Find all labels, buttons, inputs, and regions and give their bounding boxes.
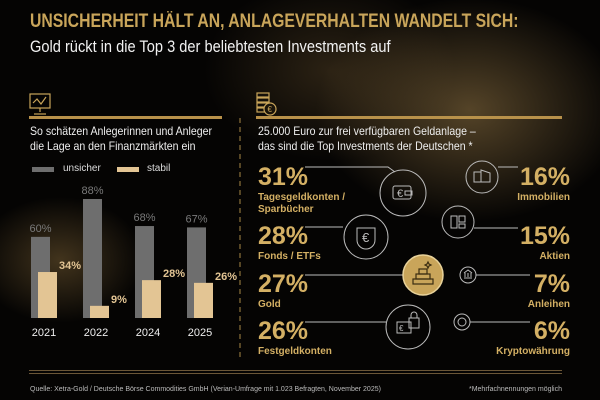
buildings-icon — [465, 160, 499, 194]
item-anleihen: 7% Anleihen — [528, 270, 570, 311]
x-tick-2024: 2024 — [136, 327, 160, 339]
x-tick-2022: 2022 — [84, 327, 108, 339]
item-label: Gold — [258, 299, 281, 310]
connector-graphics: € € € — [305, 160, 530, 350]
item-pct: 31% — [258, 163, 309, 191]
wallet-euro-icon — [379, 169, 427, 217]
footer-line-1 — [29, 370, 562, 371]
item-pct: 6% — [533, 317, 570, 345]
item-tagesgeld: 31% Tagesgeldkonten / Sparbücher — [258, 163, 345, 216]
chart-presentation-icon — [29, 93, 51, 115]
legend-label-stabil: stabil — [147, 163, 171, 174]
item-label: Kryptowährung — [496, 346, 570, 357]
item-pct: 27% — [258, 270, 309, 298]
coins-euro-icon: € — [256, 92, 277, 116]
legend-swatch-stabil — [117, 167, 139, 172]
connector-line-tagesgeld — [305, 166, 396, 173]
bar-label-unsicher-2025: 67% — [185, 213, 207, 225]
gold-bars-icon — [402, 254, 444, 296]
item-aktien: 15% Aktien — [520, 222, 570, 263]
bar-chart: 60% 34% 2021 88% 9% 2022 68% 28% 2024 67% 26% 2025 — [29, 185, 237, 339]
main-title: UNSICHERHEIT HÄLT AN, ANLAGEVERHALTEN WA… — [30, 11, 519, 32]
bar-stabil-2024 — [142, 280, 161, 318]
item-label: Anleihen — [527, 299, 570, 310]
left-divider — [29, 116, 222, 119]
bar-label-stabil-2024: 28% — [163, 268, 185, 280]
item-label: Tagesgeldkonten / — [258, 192, 346, 203]
svg-text:€: € — [397, 188, 403, 200]
item-label-line2: Sparbücher — [258, 204, 314, 215]
right-heading-line1: 25.000 Euro zur frei verfügbaren Geldanl… — [258, 124, 476, 138]
left-heading-line1: So schätzen Anlegerinnen und Anleger — [30, 124, 213, 138]
bar-label-stabil-2022: 9% — [111, 294, 127, 306]
item-immobilien: 16% Immobilien — [517, 163, 570, 204]
bar-label-stabil-2021: 34% — [59, 260, 81, 272]
bar-stabil-2022 — [90, 305, 109, 318]
bar-label-unsicher-2022: 88% — [81, 185, 103, 197]
footnote: *Mehrfachnennungen möglich — [468, 386, 562, 393]
bar-stabil-2021 — [38, 272, 57, 318]
source-note: Quelle: Xetra-Gold / Deutsche Börse Comm… — [30, 386, 381, 393]
left-heading: So schätzen Anlegerinnen und Anleger die … — [30, 124, 212, 154]
item-label: Festgeldkonten — [258, 346, 332, 357]
footer-line-2 — [29, 373, 562, 374]
bar-label-stabil-2025: 26% — [215, 271, 237, 283]
right-heading: 25.000 Euro zur frei verfügbaren Geldanl… — [258, 124, 476, 154]
legend-label-unsicher: unsicher — [63, 163, 101, 174]
panel-divider — [239, 118, 241, 358]
item-label: Fonds / ETFs — [258, 251, 321, 262]
euro-shield-icon — [343, 214, 389, 260]
svg-text:€: € — [268, 105, 273, 114]
bar-unsicher-2022 — [83, 199, 102, 318]
legend-swatch-unsicher — [32, 167, 54, 172]
item-pct: 26% — [258, 317, 309, 345]
euro-lock-icon — [385, 304, 431, 350]
item-festgeld: 26% Festgeldkonten — [258, 317, 332, 358]
item-pct: 15% — [519, 222, 570, 250]
svg-text:€: € — [362, 230, 370, 245]
item-pct: 28% — [258, 222, 309, 250]
bar-stabil-2025 — [194, 282, 213, 318]
x-tick-2025: 2025 — [188, 327, 212, 339]
right-heading-line2: das sind die Top Investments der Deutsch… — [258, 139, 473, 153]
item-label: Immobilien — [517, 192, 570, 203]
right-divider — [256, 116, 562, 119]
x-tick-2021: 2021 — [32, 327, 56, 339]
bar-label-unsicher-2021: 60% — [29, 223, 51, 235]
bank-icon — [459, 266, 477, 284]
crypto-coin-icon — [453, 313, 471, 331]
item-label: Aktien — [539, 251, 570, 262]
item-gold: 27% Gold — [258, 270, 308, 311]
left-heading-line2: die Lage an den Finanzmärkten ein — [30, 139, 196, 153]
bar-label-unsicher-2024: 68% — [133, 212, 155, 224]
item-pct: 16% — [519, 163, 570, 191]
svg-text:€: € — [399, 324, 404, 333]
stock-panels-icon — [441, 205, 475, 239]
item-fonds: 28% Fonds / ETFs — [258, 222, 321, 263]
item-krypto: 6% Kryptowährung — [496, 317, 570, 358]
subtitle: Gold rückt in die Top 3 der beliebtesten… — [30, 37, 391, 56]
item-pct: 7% — [533, 270, 570, 298]
